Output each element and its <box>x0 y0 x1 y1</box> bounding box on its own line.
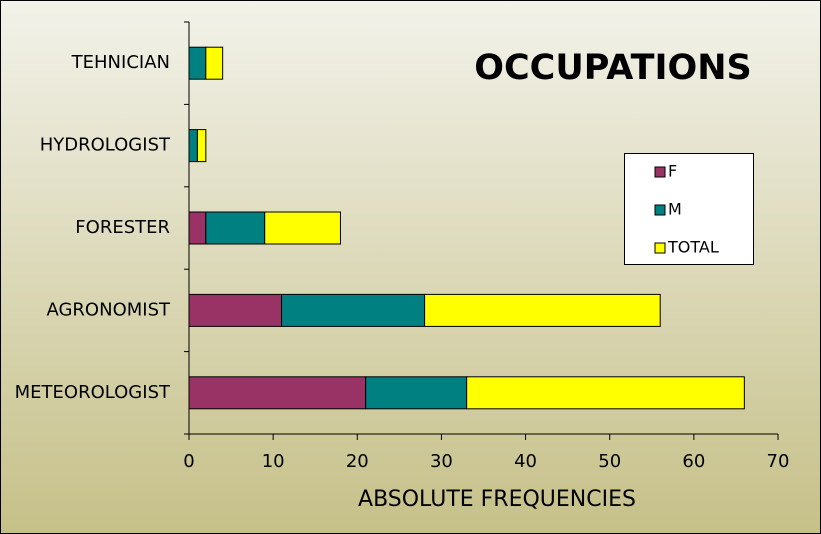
y-tick-label: FORESTER <box>75 217 170 238</box>
x-tick-label: 20 <box>346 451 369 472</box>
x-axis-label: ABSOLUTE FREQUENCIES <box>358 487 636 512</box>
bar <box>365 376 468 410</box>
bar <box>188 293 283 327</box>
legend-label: F <box>668 162 677 181</box>
bar <box>188 376 367 410</box>
legend <box>624 153 754 265</box>
x-tick-label: 10 <box>262 451 285 472</box>
bar <box>188 46 207 80</box>
x-tick-label: 40 <box>514 451 537 472</box>
bar <box>424 293 661 327</box>
bar <box>466 376 745 410</box>
x-tick-label: 0 <box>183 451 194 472</box>
x-tick-label: 60 <box>682 451 705 472</box>
bar <box>196 129 207 163</box>
legend-swatch <box>654 242 666 254</box>
y-tick-label: HYDROLOGIST <box>40 135 171 156</box>
legend-label: M <box>668 200 682 219</box>
x-tick-label: 30 <box>430 451 453 472</box>
bar <box>264 211 341 245</box>
x-tick-label: 50 <box>598 451 621 472</box>
bar <box>281 293 426 327</box>
bar <box>188 129 198 163</box>
y-tick-label: TEHNICIAN <box>71 52 170 73</box>
chart-title: OCCUPATIONS <box>474 48 752 88</box>
y-tick-label: METEOROLOGIST <box>15 382 171 403</box>
legend-swatch <box>654 204 666 216</box>
y-tick-label: AGRONOMIST <box>46 299 171 320</box>
legend-swatch <box>654 166 666 178</box>
bar <box>205 211 266 245</box>
bar <box>205 46 224 80</box>
x-tick-label: 70 <box>767 451 790 472</box>
legend-label: TOTAL <box>667 238 719 257</box>
bar <box>188 211 207 245</box>
